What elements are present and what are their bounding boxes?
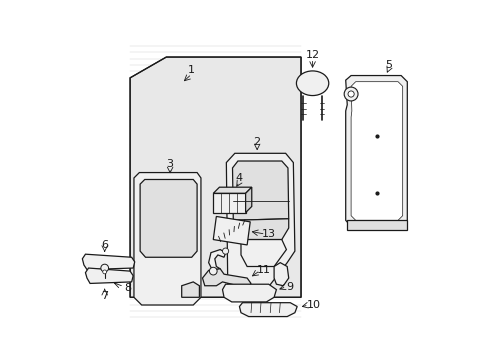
Text: 13: 13	[261, 229, 275, 239]
Text: 4: 4	[235, 173, 243, 183]
Ellipse shape	[296, 71, 328, 95]
Text: 3: 3	[166, 159, 173, 169]
Polygon shape	[346, 220, 407, 230]
Polygon shape	[232, 161, 288, 220]
Polygon shape	[233, 219, 288, 239]
Polygon shape	[140, 180, 197, 257]
Polygon shape	[82, 254, 135, 270]
Polygon shape	[182, 282, 199, 297]
Polygon shape	[202, 269, 250, 288]
Circle shape	[347, 91, 353, 97]
Polygon shape	[213, 193, 245, 213]
Text: 5: 5	[385, 60, 391, 70]
Polygon shape	[134, 172, 201, 305]
Circle shape	[102, 270, 106, 274]
Polygon shape	[130, 57, 301, 297]
Polygon shape	[245, 187, 251, 213]
Polygon shape	[226, 153, 294, 297]
Polygon shape	[239, 303, 297, 316]
Polygon shape	[350, 82, 402, 220]
Text: 12: 12	[305, 50, 319, 60]
Text: 2: 2	[253, 137, 260, 147]
Text: 10: 10	[306, 300, 320, 310]
Text: 6: 6	[101, 240, 108, 250]
Polygon shape	[213, 187, 251, 193]
Text: 8: 8	[124, 283, 131, 293]
Polygon shape	[274, 263, 288, 286]
Polygon shape	[85, 268, 133, 283]
Polygon shape	[208, 249, 225, 270]
Circle shape	[101, 264, 108, 272]
Polygon shape	[213, 216, 250, 245]
Polygon shape	[345, 76, 407, 226]
Circle shape	[222, 248, 228, 254]
Text: 1: 1	[188, 65, 195, 75]
Text: 9: 9	[286, 282, 293, 292]
Text: 7: 7	[101, 291, 108, 301]
Circle shape	[209, 267, 217, 275]
Polygon shape	[241, 239, 286, 266]
Text: 11: 11	[257, 265, 270, 275]
Polygon shape	[222, 284, 276, 302]
Circle shape	[344, 87, 357, 101]
